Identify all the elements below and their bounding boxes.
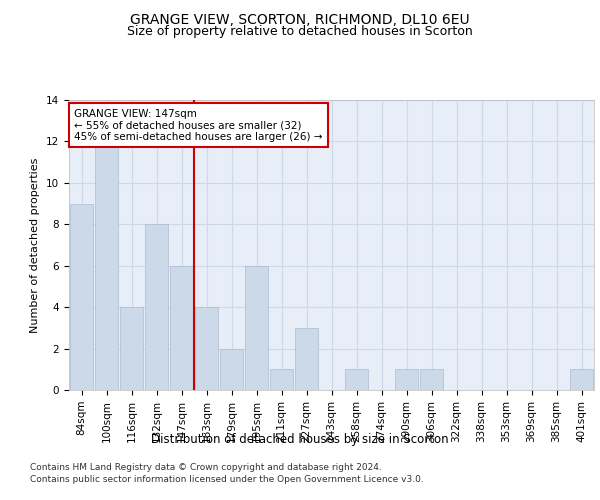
Y-axis label: Number of detached properties: Number of detached properties xyxy=(31,158,40,332)
Bar xyxy=(95,142,118,390)
Bar xyxy=(170,266,193,390)
Bar xyxy=(419,370,443,390)
Text: Size of property relative to detached houses in Scorton: Size of property relative to detached ho… xyxy=(127,25,473,38)
Bar xyxy=(245,266,268,390)
Text: GRANGE VIEW: 147sqm
← 55% of detached houses are smaller (32)
45% of semi-detach: GRANGE VIEW: 147sqm ← 55% of detached ho… xyxy=(74,108,323,142)
Bar xyxy=(295,328,319,390)
Bar xyxy=(569,370,593,390)
Bar xyxy=(145,224,169,390)
Text: Contains public sector information licensed under the Open Government Licence v3: Contains public sector information licen… xyxy=(30,475,424,484)
Bar xyxy=(395,370,418,390)
Text: Contains HM Land Registry data © Crown copyright and database right 2024.: Contains HM Land Registry data © Crown c… xyxy=(30,462,382,471)
Text: GRANGE VIEW, SCORTON, RICHMOND, DL10 6EU: GRANGE VIEW, SCORTON, RICHMOND, DL10 6EU xyxy=(130,12,470,26)
Bar xyxy=(194,307,218,390)
Bar xyxy=(269,370,293,390)
Text: Distribution of detached houses by size in Scorton: Distribution of detached houses by size … xyxy=(151,432,449,446)
Bar xyxy=(119,307,143,390)
Bar xyxy=(220,348,244,390)
Bar xyxy=(344,370,368,390)
Bar xyxy=(70,204,94,390)
